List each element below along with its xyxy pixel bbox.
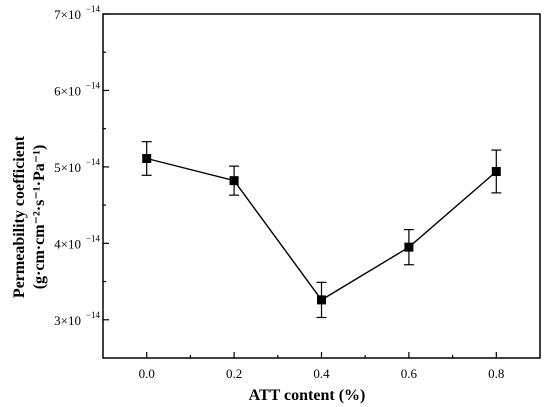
x-axis-title: ATT content (%) (249, 387, 366, 404)
data-point (142, 153, 152, 163)
y-tick-exponent: −14 (86, 233, 101, 243)
series-line (146, 157, 497, 301)
y-tick-exponent: −14 (86, 157, 101, 167)
data-point (229, 176, 239, 186)
y-axis-title-line2: (g·cm·cm⁻²·s⁻¹·Pa⁻¹) (31, 145, 48, 290)
x-tick-label: 0.8 (488, 366, 504, 381)
x-tick-label: 0.0 (139, 366, 155, 381)
y-tick-exponent: −14 (86, 4, 101, 14)
y-tick-exponent: −14 (86, 80, 101, 90)
y-tick-label: 5×10 (54, 160, 81, 175)
data-point (491, 166, 501, 176)
y-axis-title-line1: Permeability coefficient (11, 135, 28, 298)
y-tick-label: 6×10 (54, 83, 81, 98)
x-tick-label: 0.4 (313, 366, 330, 381)
y-tick-label: 7×10 (54, 7, 81, 22)
x-tick-label: 0.6 (401, 366, 418, 381)
y-tick-label: 4×10 (54, 236, 81, 251)
y-tick-exponent: −14 (86, 310, 101, 320)
x-tick-label: 0.2 (226, 366, 242, 381)
y-tick-label: 3×10 (54, 313, 81, 328)
data-point (317, 295, 326, 305)
data-point (404, 242, 414, 252)
